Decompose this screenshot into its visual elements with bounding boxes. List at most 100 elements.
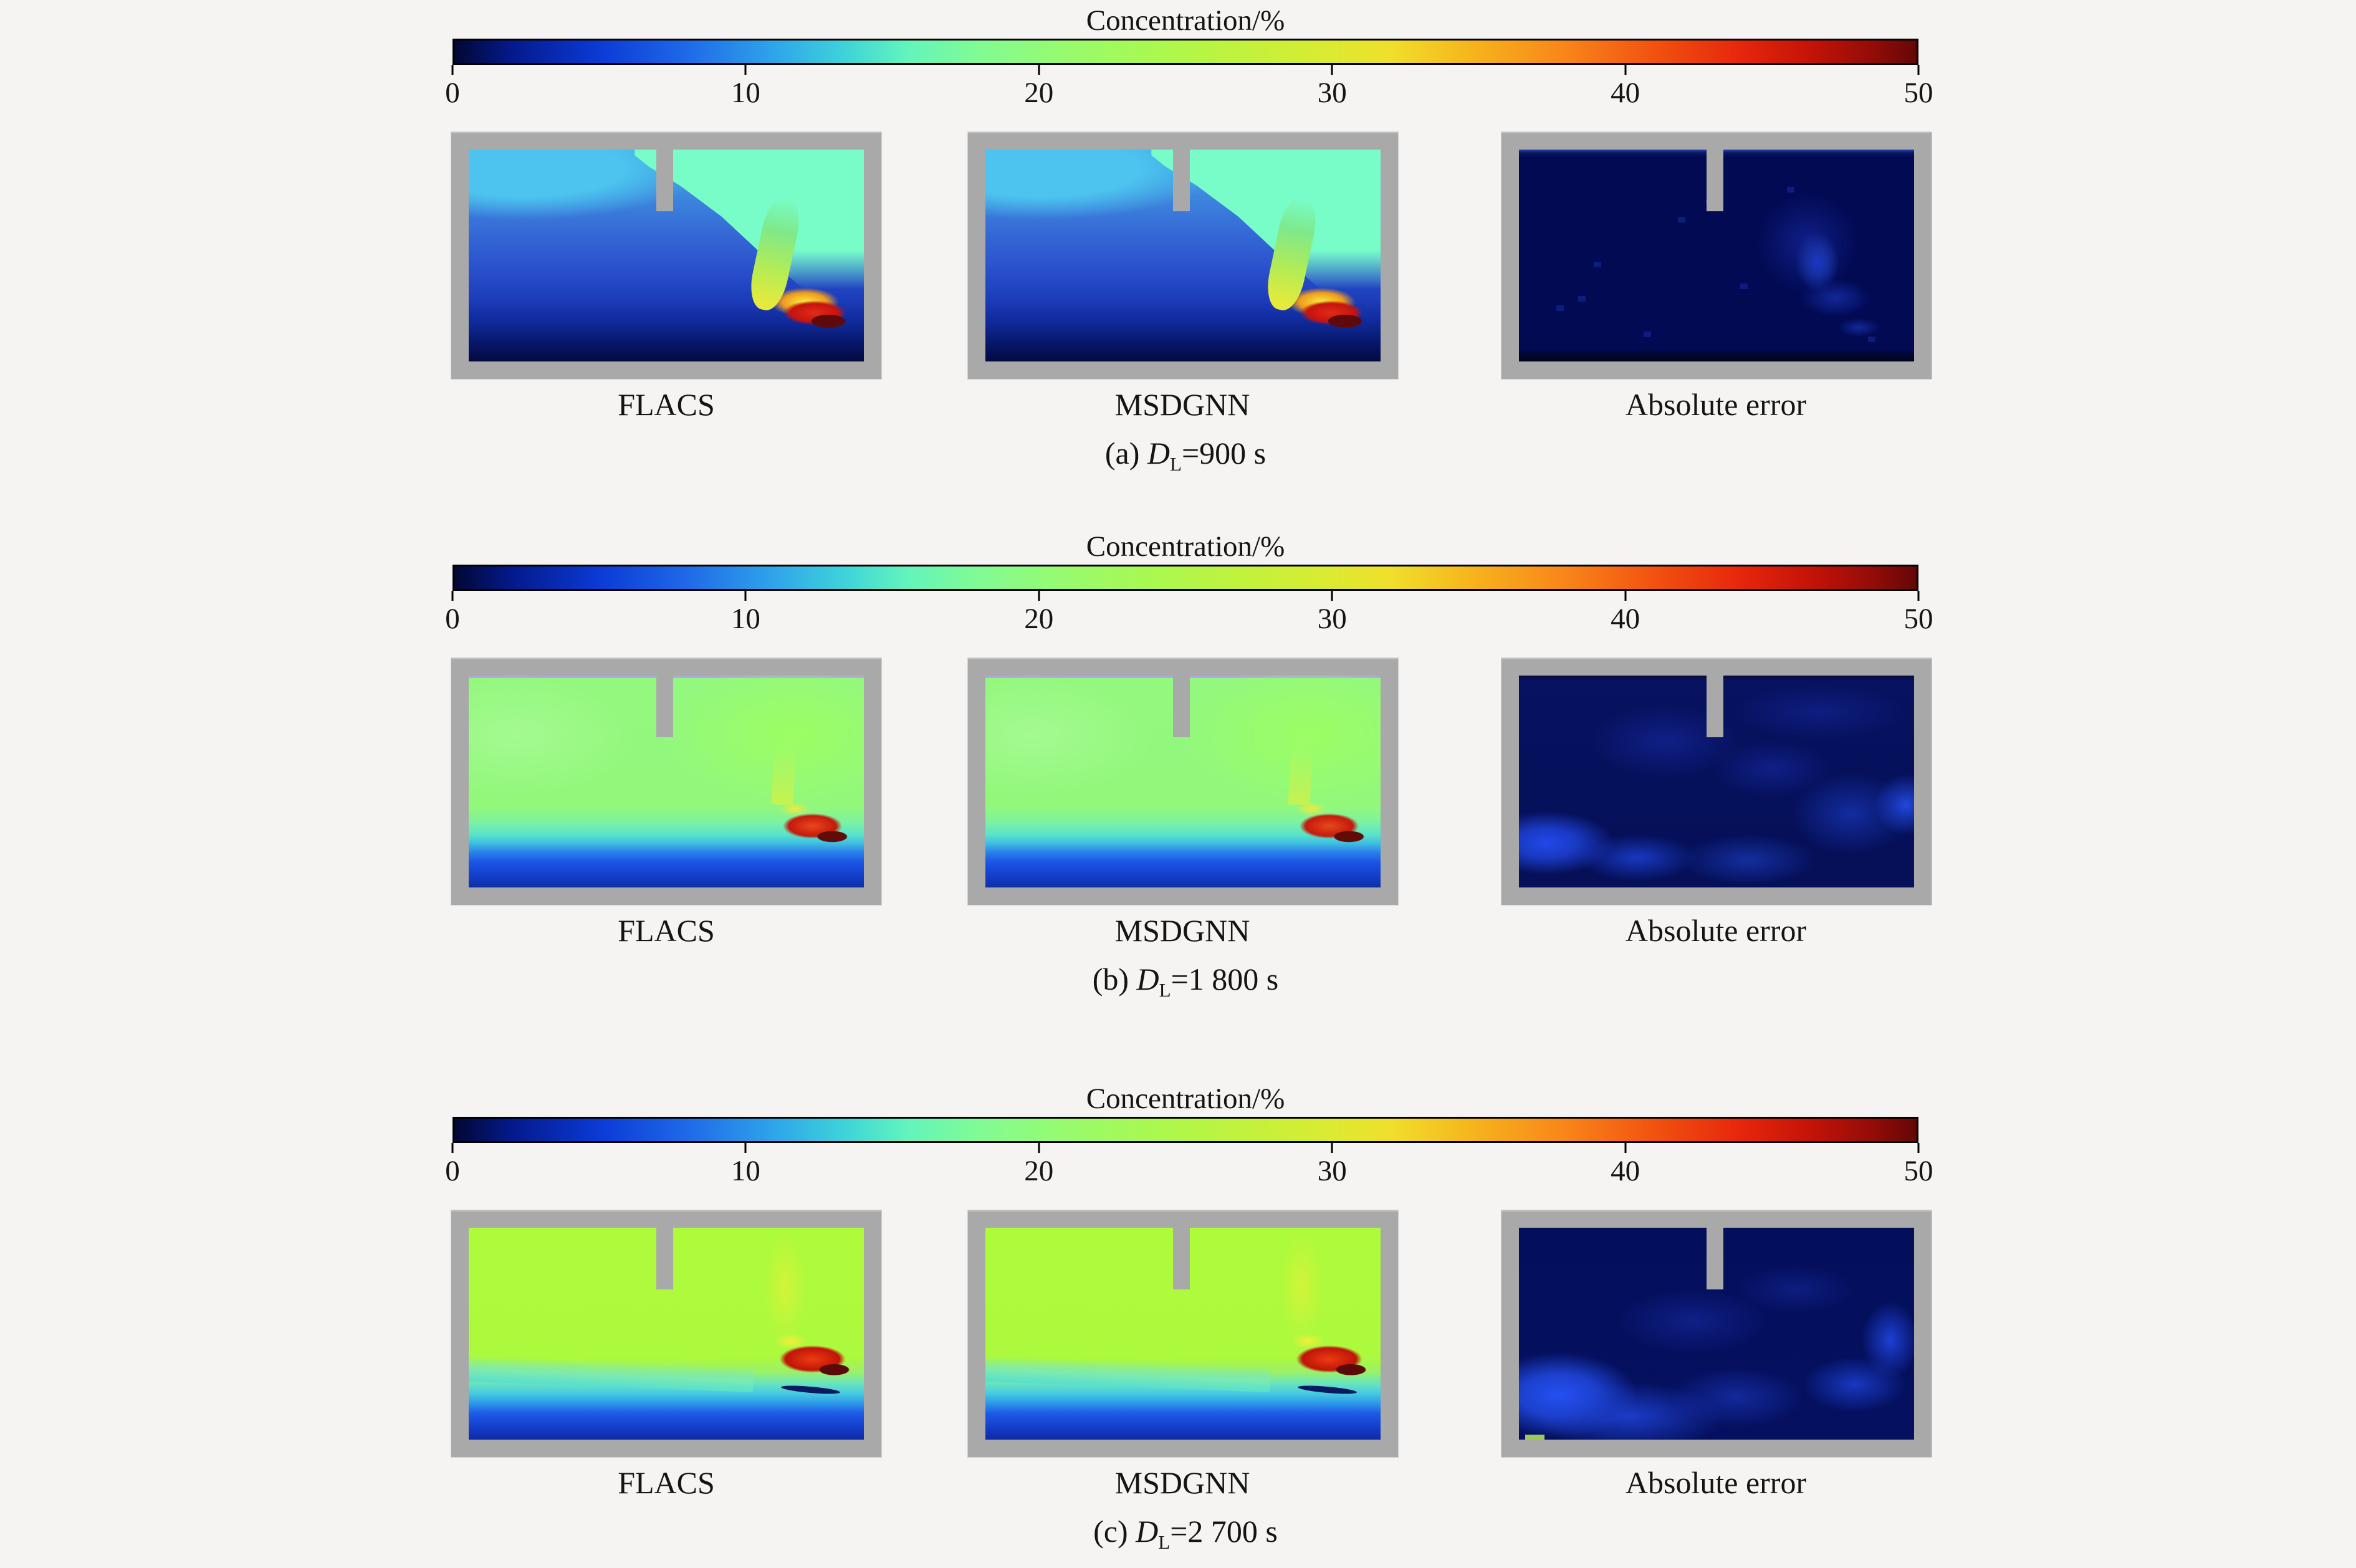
colorbar-gradient <box>453 39 1918 65</box>
caption-subscript: L <box>1159 979 1171 1001</box>
label-msdgnn: MSDGNN <box>1114 1465 1250 1500</box>
caption-variable: D <box>1147 436 1170 471</box>
colorbar-tick-label: 10 <box>730 77 760 109</box>
baffle-notch <box>656 150 674 211</box>
caption-variable: D <box>1136 962 1159 997</box>
colorbar-tick-label: 50 <box>1903 1155 1933 1187</box>
baffle-notch <box>1706 150 1724 211</box>
caption-subscript: L <box>1158 1531 1171 1553</box>
colorbar-axis: 0 10 20 30 40 50 <box>445 1143 1933 1197</box>
caption-variable: D <box>1136 1514 1159 1549</box>
label-abs-error: Absolute error <box>1625 387 1807 422</box>
figure-row-c: Concentration/% 0 10 20 30 40 50 <box>0 1081 2356 1566</box>
panel-abs-error <box>1501 1210 1932 1457</box>
baffle-notch <box>1706 676 1724 737</box>
colorbar-title: Concentration/% <box>1086 530 1285 563</box>
tick-mark <box>1917 65 1920 75</box>
panel-labels: FLACS MSDGNN Absolute error <box>0 905 2356 958</box>
colorbar-title: Concentration/% <box>1086 1083 1285 1115</box>
colorbar-tick-label: 30 <box>1317 77 1347 109</box>
panel-msdgnn <box>968 132 1398 379</box>
colorbar-tick-label: 20 <box>1024 603 1054 635</box>
baffle-notch <box>656 1228 674 1289</box>
colorbar-axis: 0 10 20 30 40 50 <box>445 591 1933 644</box>
caption-value: =2 700 s <box>1170 1514 1278 1549</box>
tick-mark <box>1331 591 1333 601</box>
heatmap-msdgnn <box>985 676 1381 887</box>
baffle-notch <box>1172 1228 1190 1289</box>
tick-mark <box>1038 1143 1040 1153</box>
panel-msdgnn <box>968 658 1398 905</box>
caption-b: (b) DL=1 800 s <box>453 958 1918 1010</box>
label-abs-error: Absolute error <box>1625 913 1807 948</box>
panel-labels: FLACS MSDGNN Absolute error <box>0 1457 2356 1511</box>
tick-mark <box>744 65 747 75</box>
colorbar-tick-label: 30 <box>1317 1155 1347 1187</box>
label-flacs: FLACS <box>618 387 715 422</box>
colorbar-tick-label: 20 <box>1024 77 1054 109</box>
colorbar-tick-label: 20 <box>1024 1155 1054 1187</box>
colorbar-tick-label: 0 <box>445 77 460 109</box>
colorbar-gradient <box>453 1117 1918 1143</box>
panel-flacs <box>451 132 881 379</box>
baffle-notch <box>1172 150 1190 211</box>
figure-row-a: Concentration/% 0 10 20 30 40 50 <box>0 0 2356 528</box>
tick-mark <box>1331 1143 1333 1153</box>
panel-abs-error <box>1501 132 1932 379</box>
tick-mark <box>1624 65 1627 75</box>
panel-abs-error <box>1501 658 1932 905</box>
tick-mark <box>451 65 454 75</box>
caption-value: =900 s <box>1181 436 1267 471</box>
baffle-notch <box>1706 1228 1724 1289</box>
colorbar-tick-label: 40 <box>1611 77 1640 109</box>
caption-c: (c) DL=2 700 s <box>453 1511 1918 1562</box>
tick-mark <box>744 1143 747 1153</box>
label-flacs: FLACS <box>618 1465 715 1500</box>
tick-mark <box>451 1143 454 1153</box>
caption-index: (c) <box>1093 1514 1136 1549</box>
panel-flacs <box>451 1210 881 1457</box>
tick-mark <box>1038 65 1040 75</box>
heatmap-flacs <box>469 1228 864 1440</box>
baffle-notch <box>1172 676 1190 737</box>
colorbar-tick-label: 0 <box>445 1155 460 1187</box>
baffle-notch <box>656 676 674 737</box>
tick-mark <box>1917 591 1920 601</box>
colorbar-tick-label: 40 <box>1611 1155 1640 1187</box>
tick-mark <box>744 591 747 601</box>
heatmap-flacs <box>469 676 864 887</box>
tick-mark <box>1331 65 1333 75</box>
caption-subscript: L <box>1170 453 1182 475</box>
heatmap-msdgnn <box>985 1228 1381 1440</box>
colorbar-tick-label: 10 <box>730 603 760 635</box>
label-flacs: FLACS <box>618 913 715 948</box>
panel-labels: FLACS MSDGNN Absolute error <box>0 379 2356 433</box>
heatmap-msdgnn <box>985 150 1381 361</box>
colorbar-title: Concentration/% <box>1086 4 1285 37</box>
colorbar-tick-label: 10 <box>730 1155 760 1187</box>
caption-index: (a) <box>1104 436 1147 471</box>
colorbar-gradient <box>453 565 1918 591</box>
caption-a: (a) DL=900 s <box>453 433 1918 484</box>
colorbar-a: Concentration/% 0 10 20 30 40 50 <box>445 2 1933 118</box>
colorbar-tick-label: 30 <box>1317 603 1347 635</box>
tick-mark <box>1624 591 1627 601</box>
label-msdgnn: MSDGNN <box>1114 387 1250 422</box>
panel-row <box>0 658 2356 905</box>
heatmap-abs-error <box>1519 150 1914 361</box>
panel-msdgnn <box>968 1210 1398 1457</box>
colorbar-tick-label: 40 <box>1611 603 1640 635</box>
colorbar-b: Concentration/% 0 10 20 30 40 50 <box>445 528 1933 644</box>
colorbar-tick-label: 50 <box>1903 77 1933 109</box>
panel-row <box>0 1210 2356 1457</box>
colorbar-c: Concentration/% 0 10 20 30 40 50 <box>445 1081 1933 1197</box>
label-abs-error: Absolute error <box>1625 1465 1807 1500</box>
heatmap-flacs <box>469 150 864 361</box>
tick-mark <box>1624 1143 1627 1153</box>
caption-index: (b) <box>1092 962 1137 997</box>
heatmap-abs-error <box>1519 676 1914 887</box>
caption-value: =1 800 s <box>1171 962 1279 997</box>
heatmap-abs-error <box>1519 1228 1914 1440</box>
panel-row <box>0 132 2356 379</box>
